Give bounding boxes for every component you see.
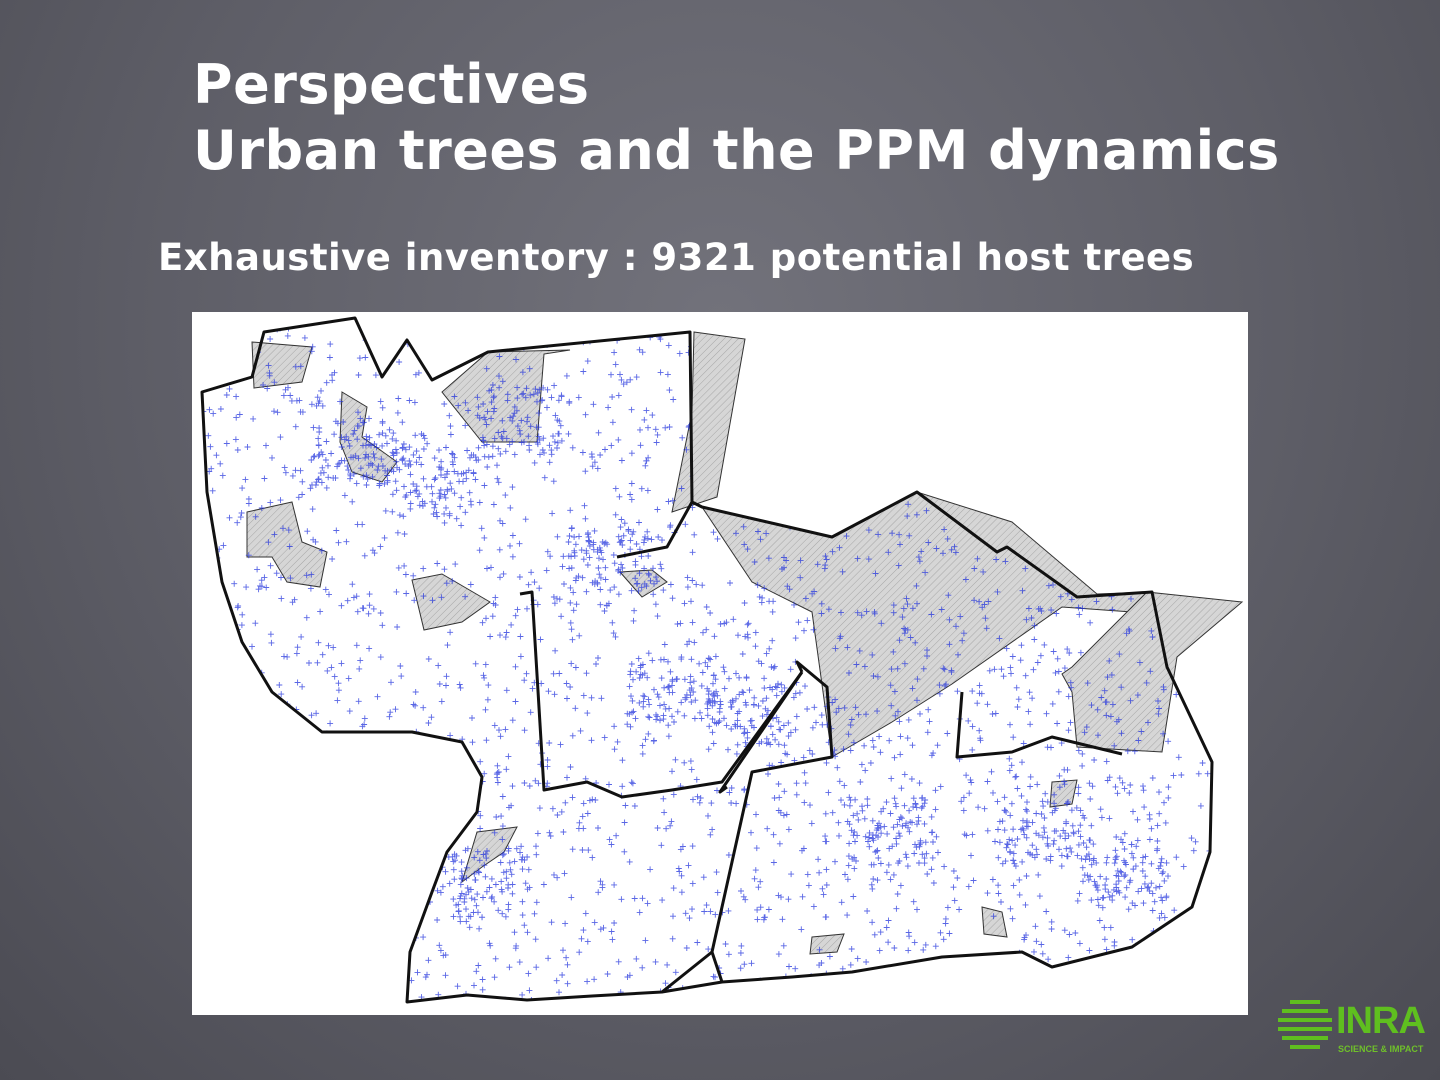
district-boundary-6 — [616, 501, 694, 559]
excluded-area-center-west — [411, 573, 491, 631]
excluded-area-south-east-2 — [981, 906, 1008, 938]
excluded-area-corridor — [671, 331, 746, 513]
excluded-area-south-east — [809, 933, 845, 955]
district-boundary-4 — [955, 691, 1123, 759]
inra-logo — [1276, 994, 1436, 1064]
inra-globe-icon — [1278, 1000, 1332, 1049]
logo-wordmark: INRA — [1336, 1000, 1426, 1042]
map-svg — [200, 316, 1244, 1004]
district-boundary-1 — [519, 590, 804, 799]
logo-tagline: SCIENCE & IMPACT — [1338, 1044, 1424, 1054]
excluded-area-east-small — [1049, 779, 1078, 808]
excluded-area-west-3 — [246, 501, 328, 588]
excluded-area-south-west — [461, 826, 518, 884]
slide-subtitle: Exhaustive inventory : 9321 potential ho… — [158, 236, 1195, 279]
excluded-area-far-east — [1061, 591, 1244, 753]
district-boundary-3 — [718, 671, 804, 794]
district-boundary-5 — [661, 950, 713, 994]
boundaries — [200, 316, 1214, 1004]
tree-inventory-map — [192, 312, 1248, 1015]
title-line-1: Perspectives — [193, 53, 590, 116]
title-line-2: Urban trees and the PPM dynamics — [193, 119, 1280, 182]
slide-title: Perspectives Urban trees and the PPM dyn… — [193, 52, 1280, 184]
